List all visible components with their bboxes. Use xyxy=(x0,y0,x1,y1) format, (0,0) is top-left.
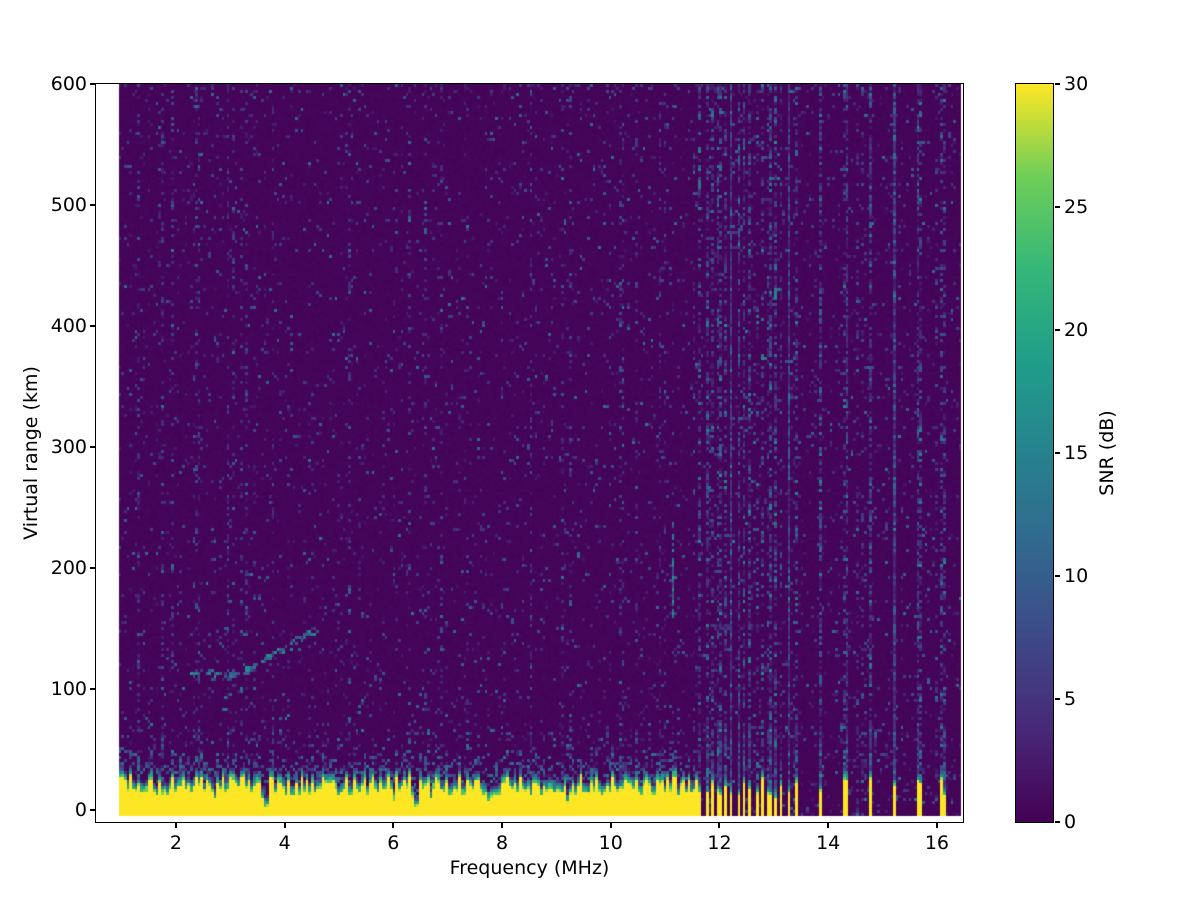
y-tick-mark xyxy=(90,687,95,690)
y-tick-label: 200 xyxy=(50,556,87,579)
x-tick-label: 8 xyxy=(496,832,509,854)
x-tick-mark xyxy=(392,823,395,828)
x-tick-label: 12 xyxy=(707,832,732,854)
colorbar-tick-mark xyxy=(1055,575,1060,577)
y-tick-label: 400 xyxy=(50,314,87,337)
y-tick-mark xyxy=(90,566,95,569)
colorbar-tick-label: 30 xyxy=(1064,73,1089,95)
y-tick-label: 0 xyxy=(74,798,87,821)
colorbar-tick-label: 5 xyxy=(1064,688,1077,710)
x-tick-mark xyxy=(827,823,830,828)
colorbar-tick-mark xyxy=(1055,698,1060,700)
ionogram-heatmap xyxy=(96,84,963,822)
x-tick-label: 4 xyxy=(278,832,291,854)
y-tick-label: 600 xyxy=(50,73,87,95)
y-tick-label: 300 xyxy=(50,435,87,458)
y-tick-label: 500 xyxy=(50,193,87,216)
colorbar-tick-label: 20 xyxy=(1064,319,1089,341)
x-tick-mark xyxy=(501,823,504,828)
colorbar-gradient xyxy=(1016,84,1053,822)
y-tick-mark xyxy=(90,324,95,327)
colorbar-tick-mark xyxy=(1055,821,1060,823)
x-axis-label: Frequency (MHz) xyxy=(449,857,610,879)
x-tick-mark xyxy=(174,823,177,828)
colorbar-tick-mark xyxy=(1055,452,1060,454)
x-tick-mark xyxy=(609,823,612,828)
x-tick-label: 16 xyxy=(924,832,949,854)
colorbar-tick-mark xyxy=(1055,206,1060,208)
x-tick-mark xyxy=(935,823,938,828)
colorbar-tick-label: 25 xyxy=(1064,196,1089,218)
y-tick-mark xyxy=(90,445,95,448)
y-tick-mark xyxy=(90,808,95,811)
y-tick-mark xyxy=(90,83,95,85)
plot-area xyxy=(95,83,964,823)
x-tick-mark xyxy=(718,823,721,828)
x-tick-label: 6 xyxy=(387,832,400,854)
colorbar xyxy=(1015,83,1054,823)
x-tick-label: 14 xyxy=(816,832,841,854)
y-tick-mark xyxy=(90,203,95,206)
x-tick-label: 10 xyxy=(598,832,623,854)
y-tick-label: 100 xyxy=(50,677,87,700)
colorbar-tick-label: 10 xyxy=(1064,565,1089,587)
x-tick-mark xyxy=(283,823,286,828)
x-tick-label: 2 xyxy=(169,832,182,854)
colorbar-tick-label: 15 xyxy=(1064,442,1089,464)
colorbar-tick-mark xyxy=(1055,329,1060,331)
colorbar-tick-label: 0 xyxy=(1064,811,1077,833)
colorbar-tick-mark xyxy=(1055,83,1060,85)
